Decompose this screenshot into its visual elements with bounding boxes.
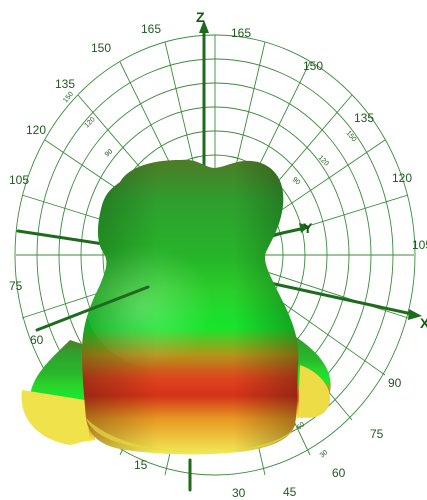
tick-label: 150 [91,41,111,55]
tick-label: 165 [141,22,161,36]
tick-label: 120 [317,154,330,167]
tick-label: 120 [83,116,96,129]
tick-label: 90 [104,148,115,158]
y-axis-label: Y [303,220,313,236]
tick-label: 150 [62,91,75,105]
tick-label: 120 [26,123,46,137]
tick-label: 60 [332,466,346,480]
x-axis-label: X [420,315,427,331]
tick-label: 105 [412,238,427,252]
tick-label: 60 [30,333,44,347]
axes-back [16,20,422,320]
tick-label: 105 [9,173,29,187]
tick-label: 75 [370,427,384,441]
tick-label: 150 [344,130,357,144]
z-axis-label: Z [196,9,205,25]
tick-label: 90 [388,376,402,390]
tick-label: 135 [55,77,75,91]
radiation-pattern-surface [21,159,331,455]
axes-front [35,285,192,492]
tick-label: 60 [296,421,307,431]
tick-label: 150 [303,59,323,73]
tick-label: 30 [319,449,330,459]
tick-label: 165 [231,26,251,40]
tick-label: 90 [291,176,302,186]
tick-label: 15 [134,458,148,472]
outer-ring-labels: 165 150 135 120 105 75 60 15 165 150 135… [9,22,427,500]
tick-label: 135 [354,111,374,125]
tick-label: 120 [392,171,412,185]
tick-label: 75 [9,279,23,293]
tick-label: 45 [283,485,297,499]
tick-label: 30 [232,486,246,500]
